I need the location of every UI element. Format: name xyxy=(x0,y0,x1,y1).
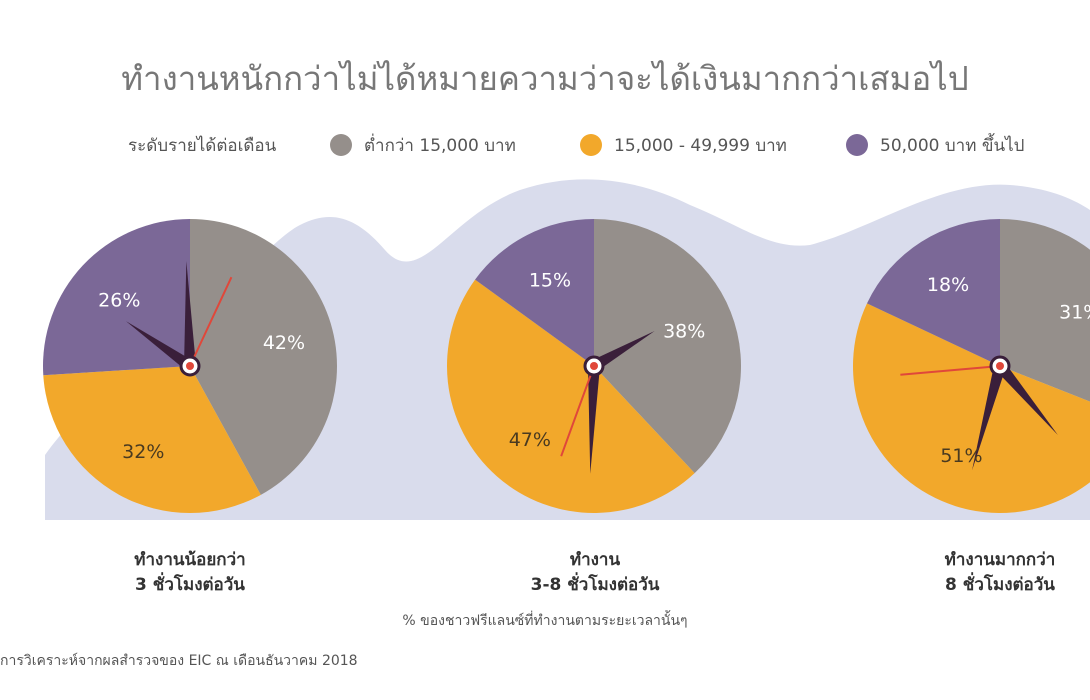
slice-data-label: 15% xyxy=(529,270,571,292)
caption-line: ทำงานมากกว่า xyxy=(944,550,1056,570)
slice-data-label: 51% xyxy=(940,445,982,467)
legend-item-under-15000: ต่ำกว่า 15,000 บาท xyxy=(330,132,516,158)
clock-hub-center xyxy=(996,362,1004,370)
caption-line: ทำงานน้อยกว่า xyxy=(134,550,246,570)
clock-hub-center xyxy=(590,362,598,370)
slice-data-label: 26% xyxy=(98,290,140,312)
slice-data-label: 31% xyxy=(1059,301,1090,323)
legend-swatch xyxy=(330,134,352,156)
caption-less-than-3-hours: ทำงานน้อยกว่า 3 ชั่วโมงต่อวัน xyxy=(60,548,320,598)
pie-slice xyxy=(866,219,1000,366)
clock-second-hand xyxy=(560,365,595,457)
caption-3-8-hours: ทำงาน 3-8 ชั่วโมงต่อวัน xyxy=(465,548,725,598)
chart-title: ทำงานหนักกว่าไม่ได้หมายความว่าจะได้เงินม… xyxy=(121,59,969,98)
legend-item-label: 15,000 - 49,999 บาท xyxy=(614,135,787,156)
pie-chart-1: 42% 32% 26% xyxy=(42,219,337,513)
pie-slice xyxy=(42,219,190,376)
caption-more-than-8-hours: ทำงานมากกว่า 8 ชั่วโมงต่อวัน xyxy=(870,548,1090,598)
legend-swatch xyxy=(846,134,868,156)
pie-slice xyxy=(43,366,261,513)
legend-label-text: ระดับรายได้ต่อเดือน xyxy=(128,135,277,156)
clock-hand xyxy=(184,261,196,367)
clock-hand xyxy=(591,331,655,372)
legend-swatch xyxy=(580,134,602,156)
caption-line: 8 ชั่วโมงต่อวัน xyxy=(945,575,1055,595)
clock-second-hand xyxy=(189,276,233,367)
clock-hand xyxy=(995,362,1058,435)
caption-line: 3 ชั่วโมงต่อวัน xyxy=(135,575,245,595)
pie-slice xyxy=(1000,219,1090,402)
pie-slice xyxy=(594,219,742,474)
legend-item-50000-up: 50,000 บาท ขึ้นไป xyxy=(846,132,1024,158)
clock-hand xyxy=(972,364,1006,471)
slice-data-label: 47% xyxy=(509,429,551,451)
clock-hand xyxy=(126,321,194,371)
source-note: การวิเคราะห์จากผลสำรวจของ EIC ณ เดือนธัน… xyxy=(0,653,358,669)
legend-item-15000-49999: 15,000 - 49,999 บาท xyxy=(580,132,787,158)
legend-item-label: ต่ำกว่า 15,000 บาท xyxy=(364,135,516,156)
legend-label: ระดับรายได้ต่อเดือน xyxy=(128,132,276,158)
caption-line: 3-8 ชั่วโมงต่อวัน xyxy=(530,575,660,595)
pie-slice xyxy=(475,219,594,366)
clock-hub-center xyxy=(186,362,194,370)
clock-second-hand xyxy=(900,365,1001,376)
pie-slice xyxy=(853,303,1090,513)
pie-chart-3: 31% 51% 18% xyxy=(853,219,1090,513)
clock-hand xyxy=(588,365,600,474)
slice-data-label: 42% xyxy=(263,332,305,354)
slice-data-label: 18% xyxy=(927,274,969,296)
pie-slice xyxy=(446,279,695,514)
legend-item-label: 50,000 บาท ขึ้นไป xyxy=(880,135,1025,156)
caption-line: ทำงาน xyxy=(569,550,621,570)
slice-data-label: 38% xyxy=(663,320,705,342)
slice-data-label: 32% xyxy=(122,441,164,463)
pie-chart-2: 38% 47% 15% xyxy=(446,219,742,514)
footnote: % ของชาวฟรีแลนซ์ที่ทำงานตามระยะเวลานั้นๆ xyxy=(402,613,688,629)
